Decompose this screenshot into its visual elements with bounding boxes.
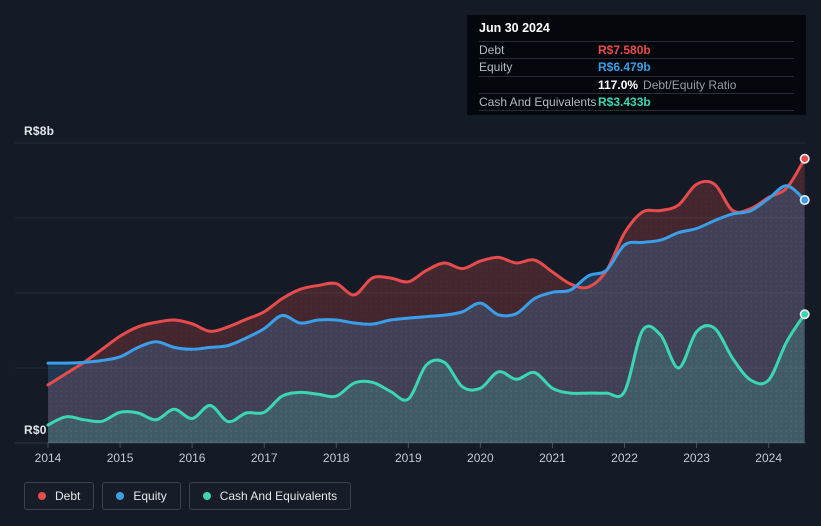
tooltip-row-equity: Equity R$6.479b: [479, 58, 794, 75]
x-axis-label: 2017: [251, 451, 278, 465]
tooltip-cash-label: Cash And Equivalents: [479, 94, 597, 109]
legend-item-cash[interactable]: Cash And Equivalents: [188, 482, 352, 510]
legend-item-label: Debt: [55, 489, 81, 503]
tooltip-debt-value: R$7.580b: [598, 43, 651, 58]
tooltip-date: Jun 30 2024: [479, 21, 550, 35]
cash-and-equivalents-area-texture: [48, 314, 805, 443]
tooltip-equity-value: R$6.479b: [598, 60, 651, 75]
x-axis-label: 2014: [35, 451, 62, 465]
tooltip-equity-label: Equity: [479, 60, 513, 75]
legend-item-label: Cash And Equivalents: [219, 489, 338, 503]
debt-line: [46, 157, 807, 387]
x-axis-label: 2016: [179, 451, 206, 465]
tooltip-row-debt: Debt R$7.580b: [479, 41, 794, 58]
y-axis-label-top: R$8b: [24, 124, 55, 138]
tooltip-ratio: 117.0% Debt/Equity Ratio: [598, 78, 736, 92]
equity-legend-dot-icon: [116, 492, 125, 500]
x-axis-label: 2021: [539, 451, 566, 465]
x-axis-label: 2023: [683, 451, 710, 465]
x-axis-label: 2019: [395, 451, 422, 465]
cash-and-equivalents-endpoint-dot[interactable]: [799, 309, 810, 320]
x-axis-label: 2018: [323, 451, 350, 465]
debt-legend-dot-icon: [38, 492, 46, 500]
tooltip: Jun 30 2024 Debt R$7.580b Equity R$6.479…: [467, 15, 806, 115]
legend-item-debt[interactable]: Debt: [24, 482, 95, 510]
tooltip-row-ratio: 117.0% Debt/Equity Ratio: [479, 75, 794, 93]
x-axis-label: 2024: [755, 451, 782, 465]
legend-item-label: Equity: [133, 489, 167, 503]
equity-endpoint-dot[interactable]: [799, 195, 810, 206]
debt-endpoint-dot[interactable]: [799, 153, 810, 164]
legend: Debt Equity Cash And Equivalents: [24, 482, 352, 510]
tooltip-ratio-label: Debt/Equity Ratio: [643, 77, 737, 92]
tooltip-debt-label: Debt: [479, 43, 505, 58]
tooltip-ratio-value: 117.0%: [598, 77, 639, 92]
x-axis-label: 2015: [107, 451, 134, 465]
x-axis-label: 2022: [611, 451, 638, 465]
tooltip-row-cash: Cash And Equivalents R$3.433b: [479, 92, 794, 111]
equity-area-texture: [48, 185, 805, 443]
cash-and-equivalents-line: [46, 312, 807, 427]
y-axis-label-bottom: R$0: [24, 423, 47, 437]
legend-item-equity[interactable]: Equity: [102, 482, 181, 510]
equity-line: [46, 184, 807, 365]
cash-legend-dot-icon: [202, 492, 211, 500]
tooltip-cash-value: R$3.433b: [598, 94, 651, 109]
x-axis-label: 2020: [467, 451, 494, 465]
